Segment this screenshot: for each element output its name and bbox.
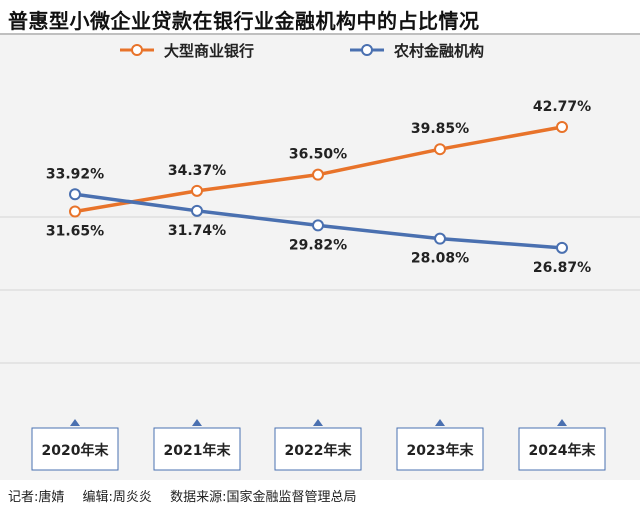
category-box <box>396 427 484 471</box>
data-label: 39.85% <box>411 121 469 137</box>
legend-label-1: 大型商业银行 <box>164 42 254 60</box>
category-pointer-icon <box>192 419 202 426</box>
data-label: 36.50% <box>289 147 347 163</box>
editor-credit: 编辑:周炎炎 <box>82 490 152 505</box>
x-tick-label: 2024年末 <box>529 442 597 459</box>
data-label: 29.82% <box>289 237 347 253</box>
x-category-tab: 2022年末 <box>274 419 362 471</box>
x-tick-label: 2023年末 <box>407 442 475 459</box>
x-tick-label: 2020年末 <box>42 442 110 459</box>
x-category-tab: 2021年末 <box>153 419 241 471</box>
x-category-tab: 2020年末 <box>31 419 119 471</box>
legend-label-2: 农村金融机构 <box>393 42 484 60</box>
line-chart: 大型商业银行 农村金融机构 31.65% 34.37% 36.50% 39.85% 42.7… <box>0 42 640 471</box>
data-label: 31.74% <box>168 223 226 239</box>
data-point <box>69 205 81 218</box>
data-label: 31.65% <box>46 224 104 240</box>
category-pointer-icon <box>435 419 445 426</box>
category-box <box>274 427 362 471</box>
category-pointer-icon <box>313 419 323 426</box>
legend-marker-2 <box>361 44 373 56</box>
reporter-credit: 记者:唐婧 <box>8 490 65 505</box>
data-point <box>69 188 81 201</box>
source-credit: 数据来源:国家金融监督管理总局 <box>170 490 357 505</box>
category-box <box>153 427 241 471</box>
category-pointer-icon <box>557 419 567 426</box>
footer-credits: 记者:唐婧 编辑:周炎炎 数据来源:国家金融监督管理总局 <box>8 486 370 505</box>
x-category-tab: 2024年末 <box>518 419 606 471</box>
data-point <box>191 204 203 217</box>
data-label: 34.37% <box>168 163 226 179</box>
data-label: 26.87% <box>533 260 591 276</box>
plot-background <box>0 35 640 480</box>
data-point <box>434 232 446 245</box>
data-label: 33.92% <box>46 166 104 182</box>
data-point <box>556 121 568 133</box>
data-label: 42.77% <box>533 99 591 115</box>
legend-marker-1 <box>131 44 143 56</box>
data-point <box>556 241 568 254</box>
data-point <box>312 168 324 181</box>
chart-title: 普惠型小微企业贷款在银行业金融机构中的占比情况 <box>8 9 480 33</box>
category-box <box>518 427 606 471</box>
x-tick-label: 2022年末 <box>285 442 353 459</box>
x-tick-label: 2021年末 <box>164 442 232 459</box>
category-pointer-icon <box>70 419 80 426</box>
x-category-tab: 2023年末 <box>396 419 484 471</box>
data-point <box>312 219 324 232</box>
data-point <box>434 143 446 156</box>
category-box <box>31 427 119 471</box>
data-label: 28.08% <box>411 251 469 267</box>
data-point <box>191 184 203 197</box>
title-divider <box>0 33 640 35</box>
